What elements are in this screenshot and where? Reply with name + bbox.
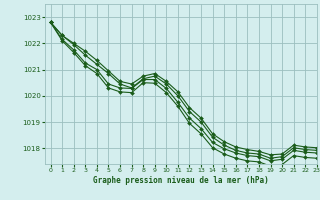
X-axis label: Graphe pression niveau de la mer (hPa): Graphe pression niveau de la mer (hPa) xyxy=(93,176,269,185)
